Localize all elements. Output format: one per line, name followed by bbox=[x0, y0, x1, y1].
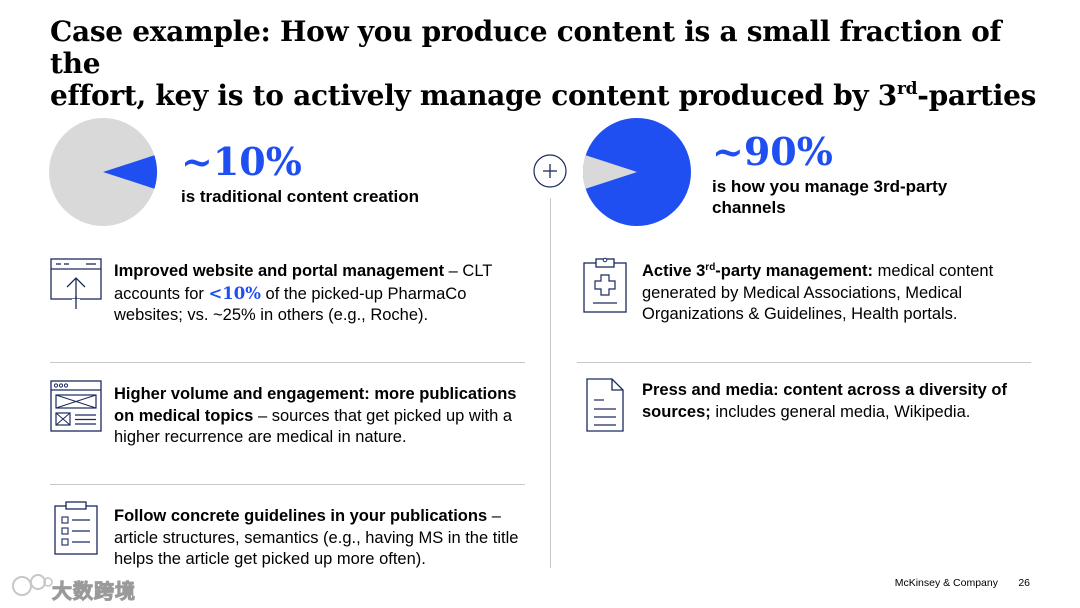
medical-clipboard-icon bbox=[583, 257, 627, 313]
right-pie-chart bbox=[582, 118, 691, 226]
page-title: Case example: How you produce content is… bbox=[50, 16, 1050, 112]
right-stat-caption-line-1: is how you manage 3rd-party bbox=[712, 177, 948, 196]
left-item-2-text: – sources that get picked up with a high… bbox=[114, 406, 513, 447]
left-item-3-heading: Follow concrete guidelines in your publi… bbox=[114, 507, 488, 525]
right-item-1-text: medical content generated by Medical Ass… bbox=[642, 262, 994, 323]
right-item-1-heading-sup: rd bbox=[705, 262, 716, 273]
left-item-1-heading: Improved website and portal management bbox=[114, 262, 445, 280]
left-item-1-text-a: – CLT accounts for bbox=[114, 262, 493, 303]
left-divider-1 bbox=[50, 362, 525, 363]
right-item-2: Press and media: content across a divers… bbox=[642, 380, 1037, 423]
right-item-1: Active 3rd-party management: medical con… bbox=[642, 261, 1037, 326]
left-pie-chart bbox=[49, 118, 158, 226]
left-item-2-heading: Higher volume and engagement: more publi… bbox=[114, 385, 517, 425]
page-number: 26 bbox=[1018, 577, 1030, 589]
right-stat-caption-line-2: channels bbox=[712, 198, 786, 217]
watermark-logo-icon bbox=[12, 574, 53, 596]
title-superscript: rd bbox=[897, 79, 918, 99]
left-item-1-highlight: <10% bbox=[208, 283, 261, 303]
left-item-3-text: – article structures, semantics (e.g., h… bbox=[114, 507, 519, 568]
right-item-2-text: includes general media, Wikipedia. bbox=[710, 402, 971, 421]
title-line-2: effort, key is to actively manage conten… bbox=[50, 79, 897, 112]
checklist-clipboard-icon bbox=[54, 501, 98, 555]
left-item-1-text-b: of the picked-up PharmaCo websites; vs. … bbox=[114, 284, 467, 325]
watermark-text: 大数跨境 bbox=[52, 581, 136, 604]
right-stat-caption: is how you manage 3rd-party channels bbox=[712, 176, 947, 218]
right-item-1-heading-pre: Active 3 bbox=[642, 262, 706, 280]
document-icon bbox=[586, 378, 624, 432]
column-divider bbox=[550, 198, 551, 568]
right-item-1-heading-post: -party management: bbox=[715, 262, 873, 280]
plus-icon bbox=[533, 154, 567, 188]
left-item-1: Improved website and portal management –… bbox=[114, 261, 509, 327]
left-divider-2 bbox=[50, 484, 525, 485]
footer-brand: McKinsey & Company bbox=[894, 577, 998, 589]
left-item-3: Follow concrete guidelines in your publi… bbox=[114, 506, 524, 571]
right-stat-value: ~90% bbox=[712, 129, 833, 174]
right-pie-slice bbox=[582, 155, 637, 189]
left-stat-caption: is traditional content creation bbox=[181, 187, 420, 206]
right-divider-1 bbox=[577, 362, 1031, 363]
right-item-1-heading: Active 3rd-party management: bbox=[642, 262, 873, 280]
right-item-2-heading: Press and media: content across a divers… bbox=[642, 381, 1007, 421]
left-item-2: Higher volume and engagement: more publi… bbox=[114, 384, 519, 449]
title-line-1: Case example: How you produce content is… bbox=[50, 15, 1002, 80]
website-upload-icon bbox=[50, 258, 102, 310]
title-line-2-end: -parties bbox=[917, 79, 1037, 112]
left-stat-value: ~10% bbox=[181, 139, 302, 184]
left-pie-slice bbox=[103, 155, 158, 189]
browser-layout-icon bbox=[50, 380, 102, 432]
